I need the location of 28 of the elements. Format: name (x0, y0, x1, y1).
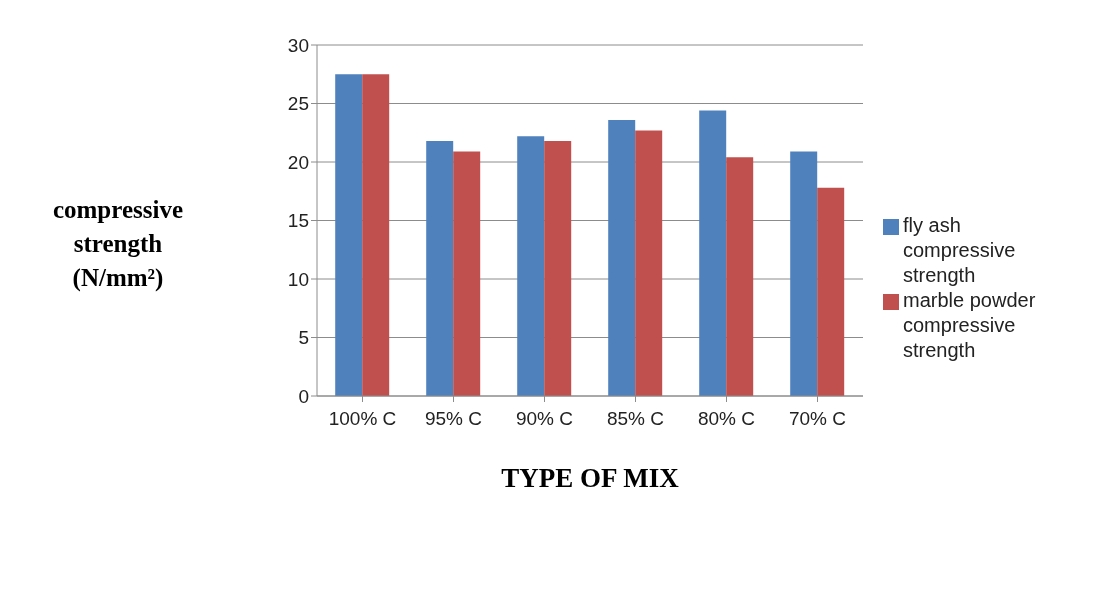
x-tick-label: 85% C (606, 408, 665, 430)
bar (699, 110, 727, 396)
x-tick-label: 90% C (515, 408, 574, 430)
bar (362, 74, 390, 396)
x-tick-label: 100% C (328, 408, 397, 430)
bar (726, 157, 754, 396)
bar (335, 74, 363, 396)
bar (608, 119, 636, 396)
legend-label: marble powder compressive strength (903, 288, 1037, 363)
bar (790, 151, 818, 396)
bar (817, 187, 845, 396)
bar (453, 151, 481, 396)
y-tick-label: 25 (287, 93, 309, 115)
x-tick-label: 70% C (788, 408, 847, 430)
y-tick-label: 10 (287, 268, 309, 290)
x-axis-title: TYPE OF MIX (500, 463, 680, 494)
bar (426, 140, 454, 396)
x-tick-label: 95% C (424, 408, 483, 430)
bar (635, 130, 663, 396)
y-tick-label: 20 (287, 151, 309, 173)
y-tick-label: 5 (298, 327, 309, 349)
y-tick-label: 0 (298, 385, 309, 407)
y-tick-label: 30 (287, 34, 309, 56)
y-tick-label: 15 (287, 210, 309, 232)
bar (517, 136, 545, 396)
bar (544, 140, 572, 396)
y-axis-title: compressive strength (N/mm²) (51, 195, 185, 294)
x-tick-label: 80% C (697, 408, 756, 430)
